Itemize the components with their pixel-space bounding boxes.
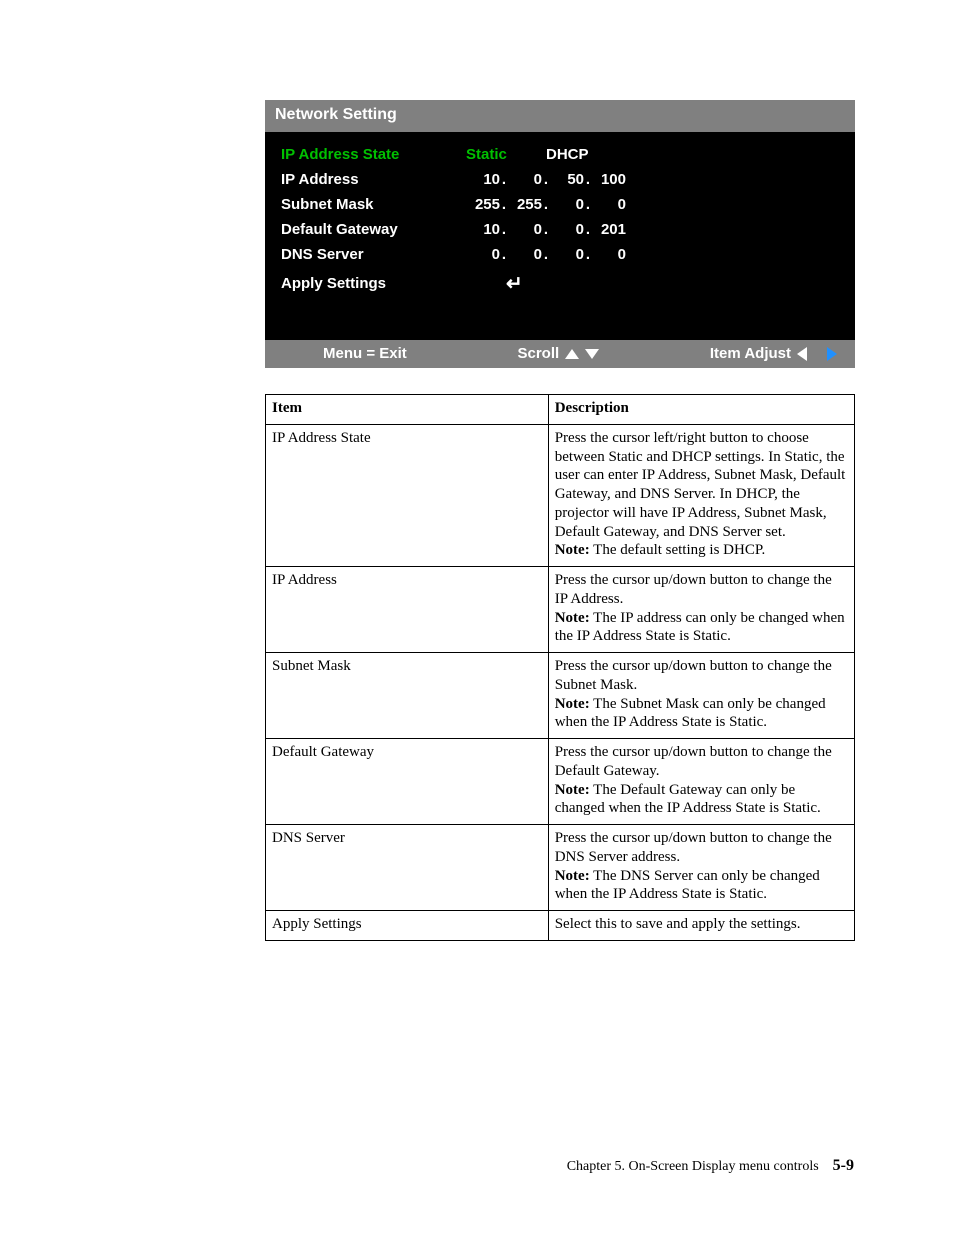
triangle-up-icon: [565, 349, 579, 359]
desc-text: Press the cursor left/right button to ch…: [555, 430, 846, 540]
osd-label-default-gateway: Default Gateway: [281, 221, 466, 238]
osd-value-dns-server: 0. 0. 0. 0: [466, 246, 626, 263]
ip-octet[interactable]: 0: [592, 196, 626, 213]
osd-value-ip-address: 10. 0. 50. 100: [466, 171, 626, 188]
cell-description: Press the cursor left/right button to ch…: [548, 424, 854, 566]
osd-footer-menu-exit: Menu = Exit: [323, 345, 407, 362]
osd-footer: Menu = Exit Scroll Item Adjust: [265, 340, 855, 368]
osd-label-ip-state: IP Address State: [281, 146, 466, 163]
desc-text: Press the cursor up/down button to chang…: [555, 830, 832, 865]
triangle-left-icon: [797, 347, 807, 361]
osd-row-ip-state[interactable]: IP Address State Static DHCP: [275, 142, 845, 167]
table-row: IP Address Press the cursor up/down butt…: [266, 567, 855, 653]
osd-row-dns-server[interactable]: DNS Server 0. 0. 0. 0: [275, 242, 845, 267]
osd-row-subnet-mask[interactable]: Subnet Mask 255. 255. 0. 0: [275, 192, 845, 217]
triangle-right-icon: [827, 347, 837, 361]
cell-item: Subnet Mask: [266, 653, 549, 739]
ip-octet[interactable]: 255: [508, 196, 542, 213]
menu-exit-label: Menu = Exit: [323, 345, 407, 362]
note-text: The IP address can only be changed when …: [555, 610, 845, 645]
osd-option-dhcp[interactable]: DHCP: [546, 146, 589, 163]
cell-item: DNS Server: [266, 825, 549, 911]
osd-panel: Network Setting IP Address State Static …: [265, 100, 855, 368]
table-row: Default Gateway Press the cursor up/down…: [266, 739, 855, 825]
col-header-item: Item: [266, 395, 549, 425]
cell-description: Press the cursor up/down button to chang…: [548, 653, 854, 739]
osd-label-subnet-mask: Subnet Mask: [281, 196, 466, 213]
page-footer: Chapter 5. On-Screen Display menu contro…: [567, 1157, 854, 1175]
table-row: IP Address State Press the cursor left/r…: [266, 424, 855, 566]
desc-text: Press the cursor up/down button to chang…: [555, 658, 832, 693]
cell-item: Default Gateway: [266, 739, 549, 825]
ip-octet[interactable]: 0: [592, 246, 626, 263]
note-label: Note:: [555, 542, 590, 558]
note-text: The DNS Server can only be changed when …: [555, 868, 820, 903]
osd-body: IP Address State Static DHCP IP Address …: [265, 132, 855, 340]
ip-octet[interactable]: 0: [550, 196, 584, 213]
ip-octet[interactable]: 0: [508, 221, 542, 238]
description-table: Item Description IP Address State Press …: [265, 394, 855, 941]
content-column: Network Setting IP Address State Static …: [265, 100, 855, 941]
enter-icon: ↵: [506, 271, 523, 296]
osd-footer-item-adjust: Item Adjust: [710, 345, 837, 362]
ip-octet[interactable]: 10: [466, 221, 500, 238]
ip-octet[interactable]: 0: [466, 246, 500, 263]
page-number: 5-9: [833, 1157, 854, 1175]
table-row: Apply Settings Select this to save and a…: [266, 911, 855, 941]
chapter-label: Chapter 5. On-Screen Display menu contro…: [567, 1159, 819, 1175]
note-label: Note:: [555, 610, 590, 626]
osd-label-ip-address: IP Address: [281, 171, 466, 188]
osd-row-apply[interactable]: Apply Settings ↵: [275, 267, 845, 300]
osd-option-static[interactable]: Static: [466, 146, 526, 163]
note-text: The Subnet Mask can only be changed when…: [555, 696, 826, 731]
cell-item: IP Address State: [266, 424, 549, 566]
table-header-row: Item Description: [266, 395, 855, 425]
page: Network Setting IP Address State Static …: [0, 0, 954, 1235]
cell-item: IP Address: [266, 567, 549, 653]
note-label: Note:: [555, 782, 590, 798]
ip-octet[interactable]: 201: [592, 221, 626, 238]
ip-octet[interactable]: 50: [550, 171, 584, 188]
osd-footer-scroll: Scroll: [517, 345, 599, 362]
ip-octet[interactable]: 10: [466, 171, 500, 188]
table-row: DNS Server Press the cursor up/down butt…: [266, 825, 855, 911]
table-row: Subnet Mask Press the cursor up/down but…: [266, 653, 855, 739]
desc-text: Press the cursor up/down button to chang…: [555, 572, 832, 607]
osd-value-subnet-mask: 255. 255. 0. 0: [466, 196, 626, 213]
cell-description: Press the cursor up/down button to chang…: [548, 739, 854, 825]
osd-label-apply: Apply Settings: [281, 275, 466, 292]
note-label: Note:: [555, 696, 590, 712]
cell-item: Apply Settings: [266, 911, 549, 941]
item-adjust-label: Item Adjust: [710, 345, 791, 362]
desc-text: Select this to save and apply the settin…: [555, 916, 801, 932]
osd-value-ip-state: Static DHCP: [466, 146, 589, 163]
cell-description: Press the cursor up/down button to chang…: [548, 567, 854, 653]
ip-octet[interactable]: 0: [508, 171, 542, 188]
desc-text: Press the cursor up/down button to chang…: [555, 744, 832, 779]
triangle-down-icon: [585, 349, 599, 359]
cell-description: Press the cursor up/down button to chang…: [548, 825, 854, 911]
osd-row-ip-address[interactable]: IP Address 10. 0. 50. 100: [275, 167, 845, 192]
col-header-description: Description: [548, 395, 854, 425]
note-label: Note:: [555, 868, 590, 884]
osd-row-default-gateway[interactable]: Default Gateway 10. 0. 0. 201: [275, 217, 845, 242]
ip-octet[interactable]: 100: [592, 171, 626, 188]
ip-octet[interactable]: 0: [550, 221, 584, 238]
osd-value-default-gateway: 10. 0. 0. 201: [466, 221, 626, 238]
ip-octet[interactable]: 0: [508, 246, 542, 263]
note-text: The default setting is DHCP.: [590, 542, 766, 558]
cell-description: Select this to save and apply the settin…: [548, 911, 854, 941]
osd-label-dns-server: DNS Server: [281, 246, 466, 263]
ip-octet[interactable]: 0: [550, 246, 584, 263]
note-text: The Default Gateway can only be changed …: [555, 782, 821, 817]
osd-value-apply: ↵: [466, 271, 523, 296]
scroll-label: Scroll: [517, 345, 559, 362]
ip-octet[interactable]: 255: [466, 196, 500, 213]
osd-titlebar: Network Setting: [265, 100, 855, 132]
